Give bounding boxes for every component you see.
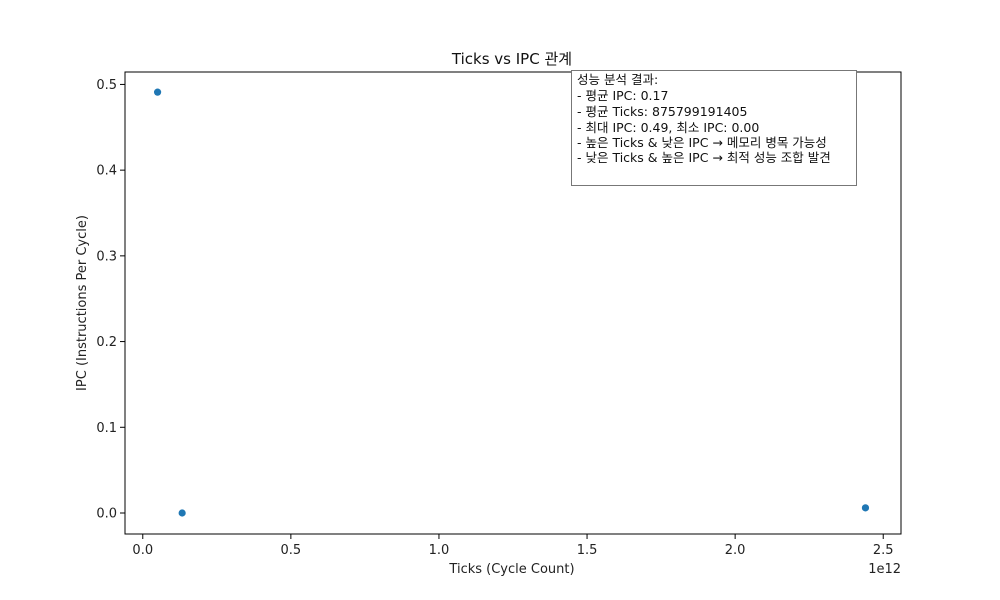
- y-tick-label: 0.4: [96, 164, 117, 179]
- annotation-box: [571, 70, 857, 186]
- annotation-line: 성능 분석 결과:: [577, 72, 658, 87]
- y-axis: 0.0 0.1 0.2 0.3 0.4 0.5: [96, 78, 125, 522]
- x-offset-label: 1e12: [868, 562, 901, 577]
- x-tick-label: 0.0: [132, 543, 153, 558]
- x-tick-label: 2.5: [873, 543, 894, 558]
- x-axis: 0.0 0.5 1.0 1.5 2.0 2.5: [132, 534, 894, 558]
- annotation-line: - 평균 Ticks: 875799191405: [577, 104, 747, 119]
- y-tick-label: 0.0: [96, 507, 117, 522]
- chart-title: Ticks vs IPC 관계: [451, 50, 572, 68]
- x-axis-label: Ticks (Cycle Count): [448, 562, 574, 577]
- annotation-line: - 낮은 Ticks & 높은 IPC → 최적 성능 조합 발견: [577, 150, 831, 165]
- x-tick-label: 1.0: [429, 543, 450, 558]
- annotation-line: - 평균 IPC: 0.17: [577, 88, 668, 103]
- y-tick-label: 0.1: [96, 421, 117, 436]
- annotation-line: - 최대 IPC: 0.49, 최소 IPC: 0.00: [577, 120, 759, 135]
- x-tick-label: 2.0: [725, 543, 746, 558]
- data-point: [153, 88, 162, 96]
- x-tick-label: 0.5: [281, 543, 302, 558]
- y-tick-label: 0.2: [96, 335, 117, 350]
- data-points: [153, 88, 870, 517]
- y-tick-label: 0.5: [96, 78, 117, 93]
- analysis-annotation: 성능 분석 결과: - 평균 IPC: 0.17 - 평균 Ticks: 875…: [571, 70, 857, 186]
- data-point: [178, 509, 186, 517]
- data-point: [861, 504, 870, 512]
- y-axis-label: IPC (Instructions Per Cycle): [75, 215, 90, 391]
- x-tick-label: 1.5: [577, 543, 598, 558]
- y-tick-label: 0.3: [96, 249, 117, 264]
- annotation-line: - 높은 Ticks & 낮은 IPC → 메모리 병목 가능성: [577, 135, 827, 150]
